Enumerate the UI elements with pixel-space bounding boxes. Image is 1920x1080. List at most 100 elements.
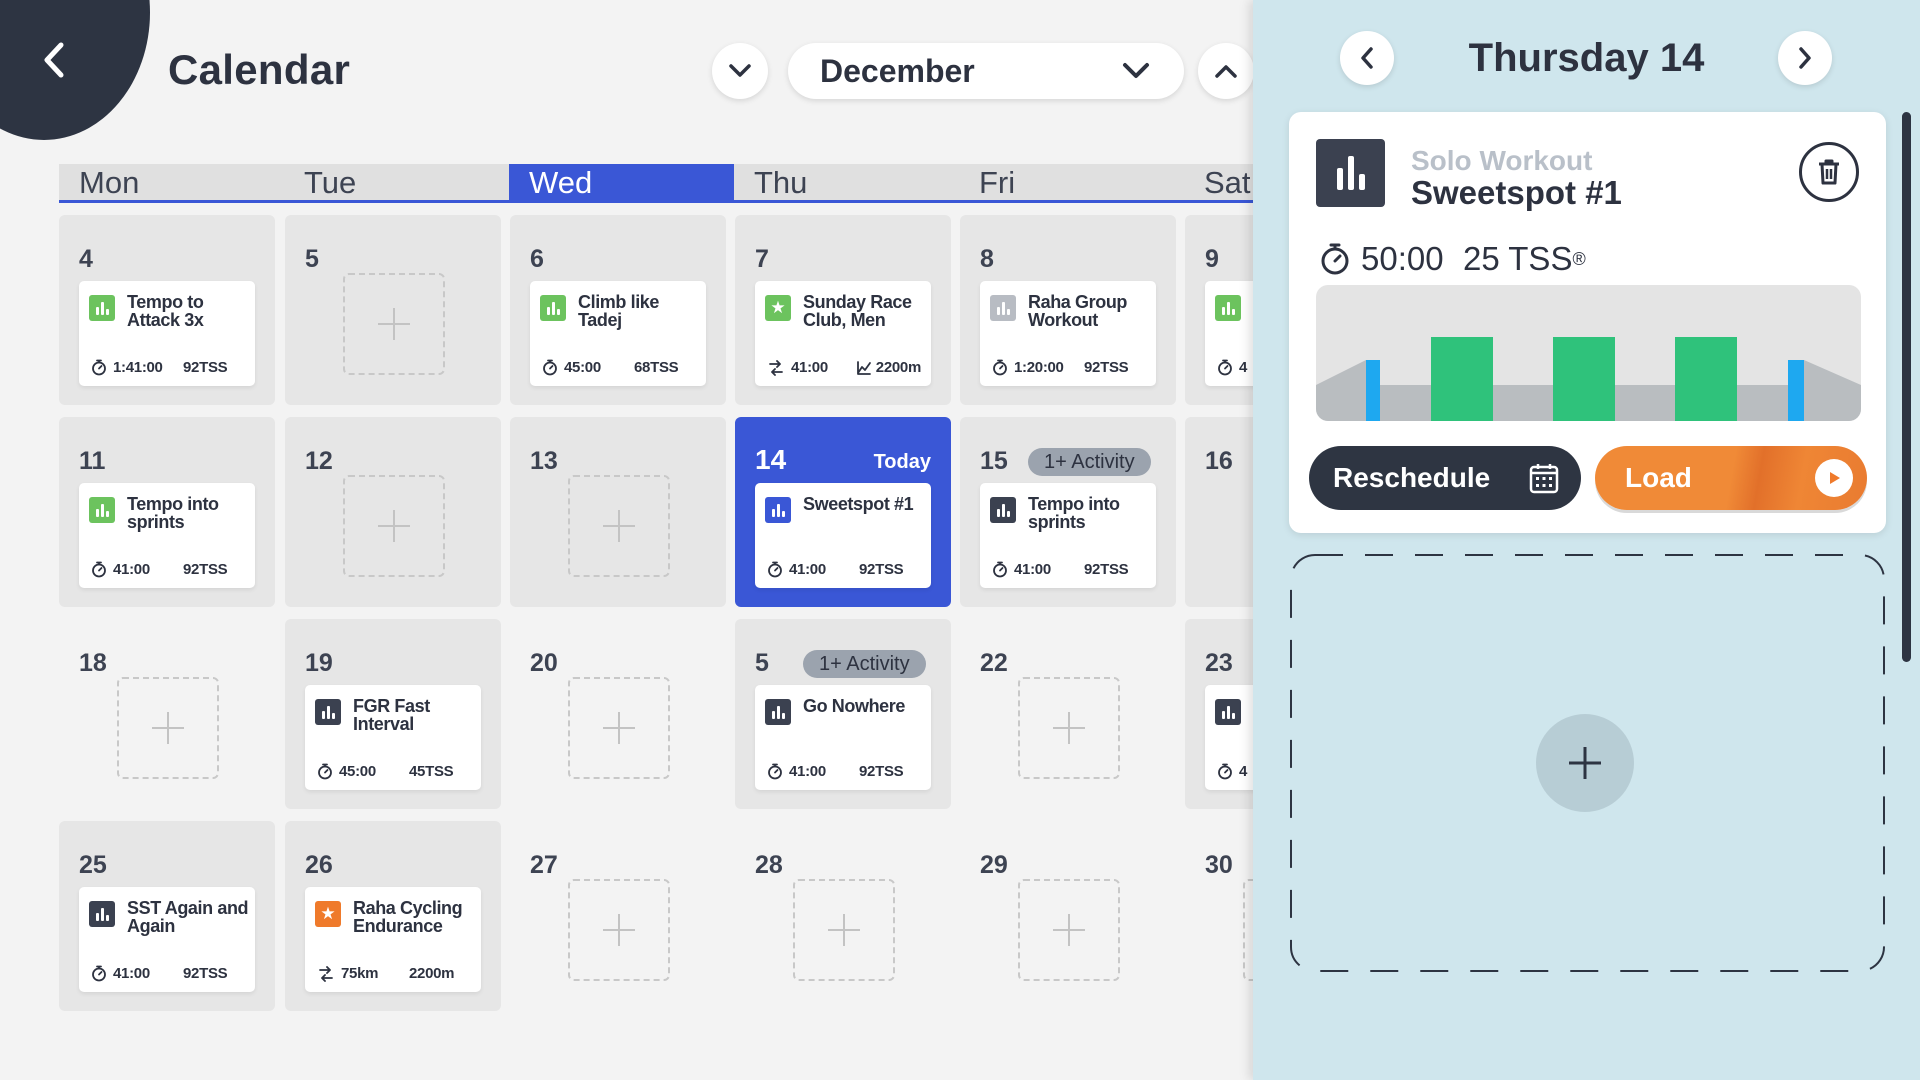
add-workout-slot[interactable]: [1018, 677, 1120, 779]
workout-card[interactable]: FGR Fast Interval 45:00 45TSS: [305, 685, 481, 790]
calendar-day-cell[interactable]: 11 Tempo into sprints 41:00 92TSS: [59, 417, 275, 607]
add-workout-slot[interactable]: [793, 879, 895, 981]
day-number: 25: [79, 851, 107, 879]
day-detail-panel: Thursday 14 Solo Workout Sweetspot #1 50…: [1253, 0, 1920, 1080]
star-icon: ★: [315, 901, 341, 927]
warmup-peak-interval: [1366, 360, 1380, 421]
month-select[interactable]: December: [788, 43, 1184, 99]
month-prev-button[interactable]: [712, 43, 768, 99]
calendar-day-cell[interactable]: 19 FGR Fast Interval 45:00 45TSS: [285, 619, 501, 809]
workout-card-title: Sweetspot #1: [803, 494, 914, 514]
workout-bars-icon: [315, 699, 341, 725]
day-number: 18: [79, 649, 107, 677]
add-workout-slot[interactable]: [117, 677, 219, 779]
workout-bars-icon: [540, 295, 566, 321]
activity-badge[interactable]: 1+ Activity: [803, 650, 926, 678]
workout-card-stat-1: 4: [1239, 763, 1248, 780]
route-icon: [769, 359, 783, 376]
day-number: 5: [755, 649, 769, 677]
calendar-day-cell[interactable]: 13: [510, 417, 726, 607]
workout-card-meta: 1:20:00 92TSS: [992, 359, 1146, 376]
add-workout-button[interactable]: [1536, 714, 1634, 812]
workout-card[interactable]: ★ Sunday Race Club, Men 41:00 2200m: [755, 281, 931, 386]
workout-card-title: Raha Cycling Endurance: [353, 898, 463, 936]
delete-workout-button[interactable]: [1799, 142, 1859, 202]
weekday-fri: Fri: [979, 165, 1016, 200]
chevron-up-icon: [1215, 65, 1237, 78]
workout-card-stat-2: 92TSS: [1084, 561, 1129, 578]
next-day-button[interactable]: [1778, 31, 1832, 85]
calendar-day-cell[interactable]: 7 ★ Sunday Race Club, Men 41:00 2200m: [735, 215, 951, 405]
calendar-day-cell[interactable]: 12: [285, 417, 501, 607]
back-button[interactable]: [36, 38, 70, 82]
calendar-day-cell[interactable]: 15 1+ Activity Tempo into sprints 41:00 92TS…: [960, 417, 1176, 607]
calendar-day-cell[interactable]: 27: [510, 821, 726, 1011]
play-icon: [1815, 459, 1853, 497]
add-workout-slot[interactable]: [343, 273, 445, 375]
workout-card[interactable]: Tempo into sprints 41:00 92TSS: [980, 483, 1156, 588]
month-next-button[interactable]: [1198, 43, 1254, 99]
add-workout-slot[interactable]: [568, 879, 670, 981]
calendar-day-cell[interactable]: 29: [960, 821, 1176, 1011]
calendar-day-cell[interactable]: 14 Today Sweetspot #1 41:00 92TSS: [735, 417, 951, 607]
calendar-day-cell[interactable]: 28: [735, 821, 951, 1011]
calendar-day-cell[interactable]: 5: [285, 215, 501, 405]
workout-card[interactable]: Tempo into sprints 41:00 92TSS: [79, 483, 255, 588]
workout-card-stat-1: 75km: [341, 965, 379, 982]
month-select-value: December: [820, 52, 975, 89]
panel-scrollbar[interactable]: [1902, 112, 1911, 662]
workout-card[interactable]: Tempo to Attack 3x 1:41:00 92TSS: [79, 281, 255, 386]
workout-card-meta: 75km 2200m: [317, 965, 471, 982]
stopwatch-icon: [92, 359, 106, 376]
calendar-day-cell[interactable]: 20: [510, 619, 726, 809]
add-workout-dropzone[interactable]: [1289, 553, 1886, 973]
calendar-day-cell[interactable]: 22: [960, 619, 1176, 809]
workout-card-title: SST Again and Again: [127, 898, 249, 936]
calendar-day-cell[interactable]: 4 Tempo to Attack 3x 1:41:00 92TSS: [59, 215, 275, 405]
plus-icon: [1569, 747, 1601, 779]
workout-card[interactable]: ★ Raha Cycling Endurance 75km 2200m: [305, 887, 481, 992]
cooldown-peak-interval: [1788, 360, 1804, 421]
workout-name: Sweetspot #1: [1411, 174, 1622, 211]
add-workout-slot[interactable]: [1018, 879, 1120, 981]
calendar-day-cell[interactable]: 5 1+ Activity Go Nowhere 41:00 92TSS: [735, 619, 951, 809]
add-workout-slot[interactable]: [568, 475, 670, 577]
prev-day-button[interactable]: [1340, 31, 1394, 85]
calendar-day-cell[interactable]: 26 ★ Raha Cycling Endurance 75km 2200m: [285, 821, 501, 1011]
reschedule-button[interactable]: Reschedule: [1309, 446, 1581, 510]
workout-card-title: Tempo to Attack 3x: [127, 292, 204, 330]
workout-bars-icon: [89, 497, 115, 523]
add-workout-slot[interactable]: [568, 677, 670, 779]
workout-card-stat-1: 41:00: [789, 763, 826, 780]
workout-card-stat-1: 45:00: [339, 763, 376, 780]
load-button[interactable]: Load: [1595, 446, 1867, 510]
weekday-tue: Tue: [304, 165, 357, 200]
workout-card[interactable]: Go Nowhere 41:00 92TSS: [755, 685, 931, 790]
add-workout-slot[interactable]: [343, 475, 445, 577]
chevron-down-icon: [1123, 63, 1149, 78]
calendar-day-cell[interactable]: 25 SST Again and Again 41:00 92TSS: [59, 821, 275, 1011]
workout-card-title: Tempo into sprints: [127, 494, 219, 532]
chevron-right-icon: [1799, 47, 1811, 69]
workout-bars-icon: [765, 699, 791, 725]
tss-registered-mark: ®: [1572, 248, 1586, 269]
workout-card-meta: 4: [1217, 359, 1371, 376]
day-number: 16: [1205, 447, 1233, 475]
stopwatch-icon: [993, 561, 1007, 578]
workout-card-meta: 4: [1217, 763, 1371, 780]
calendar-day-cell[interactable]: 18: [59, 619, 275, 809]
activity-badge[interactable]: 1+ Activity: [1028, 448, 1151, 476]
calendar-day-cell[interactable]: 8 Raha Group Workout 1:20:00 92TSS: [960, 215, 1176, 405]
workout-bars-icon: [1215, 699, 1241, 725]
workout-detail-card[interactable]: Solo Workout Sweetspot #1 50:00 25 TSS ®: [1289, 112, 1886, 533]
calendar-icon: [1529, 464, 1559, 494]
calendar-day-cell[interactable]: 6 Climb like Tadej 45:00 68TSS: [510, 215, 726, 405]
day-number: 11: [79, 447, 106, 475]
workout-card[interactable]: SST Again and Again 41:00 92TSS: [79, 887, 255, 992]
workout-card[interactable]: Climb like Tadej 45:00 68TSS: [530, 281, 706, 386]
workout-card-meta: 45:00 68TSS: [542, 359, 696, 376]
workout-card[interactable]: Raha Group Workout 1:20:00 92TSS: [980, 281, 1156, 386]
workout-card-stat-1: 41:00: [113, 965, 150, 982]
workout-card[interactable]: Sweetspot #1 41:00 92TSS: [755, 483, 931, 588]
day-number: 26: [305, 851, 333, 879]
